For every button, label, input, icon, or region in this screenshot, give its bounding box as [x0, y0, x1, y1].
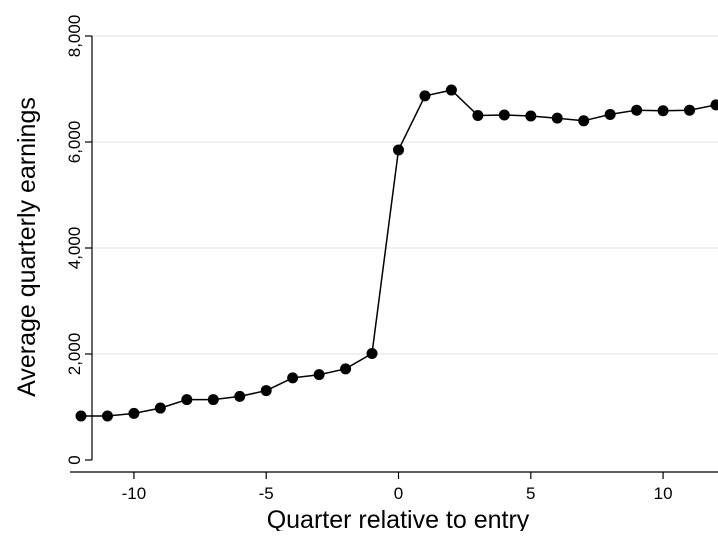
data-point [234, 391, 245, 402]
x-tick-label-0: -10 [122, 484, 147, 503]
y-tick-label-0: 0 [65, 455, 84, 464]
y-axis-title: Average quarterly earnings [13, 97, 41, 397]
data-point [419, 90, 430, 101]
data-point [261, 385, 272, 396]
gridlines [92, 36, 718, 354]
y-tick-label-1: 2,000 [65, 333, 84, 376]
data-point [340, 363, 351, 374]
series-line-0 [81, 90, 716, 416]
x-axis-title: Quarter relative to entry [267, 506, 530, 531]
y-tick-label-4: 8,000 [65, 15, 84, 58]
data-point [367, 348, 378, 359]
data-point [155, 403, 166, 414]
data-point [446, 85, 457, 96]
y-tick-label-2: 4,000 [65, 227, 84, 270]
data-point [76, 411, 87, 422]
data-point [393, 144, 404, 155]
x-tick-label-3: 5 [526, 484, 535, 503]
ticks: 0 2,000 4,000 6,000 8,000 -10 -5 0 5 10 [65, 15, 673, 503]
data-point [605, 109, 616, 120]
data-point [631, 105, 642, 116]
data-point [684, 105, 695, 116]
data-point [525, 111, 536, 122]
x-tick-label-4: 10 [654, 484, 673, 503]
x-tick-label-2: 0 [394, 484, 403, 503]
data-point [208, 394, 219, 405]
data-point [578, 115, 589, 126]
y-tick-label-3: 6,000 [65, 121, 84, 164]
data-point [552, 113, 563, 124]
data-point [472, 110, 483, 121]
data-point [314, 369, 325, 380]
data-point [102, 411, 113, 422]
data-point [658, 105, 669, 116]
series [76, 85, 718, 422]
data-point [499, 109, 510, 120]
data-point [128, 408, 139, 419]
data-point [287, 372, 298, 383]
data-point [711, 99, 718, 110]
x-tick-label-1: -5 [259, 484, 274, 503]
data-point [181, 394, 192, 405]
